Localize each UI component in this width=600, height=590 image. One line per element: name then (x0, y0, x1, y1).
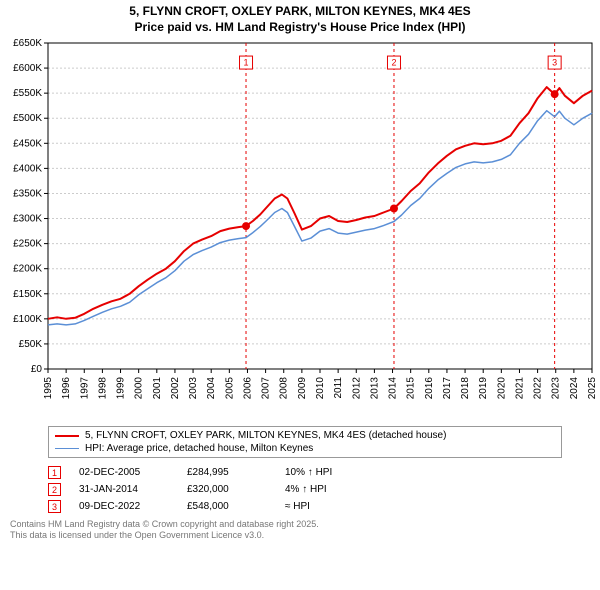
footer-line-1: Contains HM Land Registry data © Crown c… (10, 519, 562, 530)
sale-date: 09-DEC-2022 (79, 501, 169, 512)
chart-container: 5, FLYNN CROFT, OXLEY PARK, MILTON KEYNE… (0, 0, 600, 541)
svg-text:2012: 2012 (351, 377, 362, 400)
svg-text:£150K: £150K (13, 289, 42, 300)
svg-text:2002: 2002 (170, 377, 181, 400)
footer-line-2: This data is licensed under the Open Gov… (10, 530, 562, 541)
svg-text:1995: 1995 (43, 377, 54, 400)
sale-date: 31-JAN-2014 (79, 484, 169, 495)
svg-text:2023: 2023 (551, 377, 562, 400)
legend-swatch (55, 435, 79, 437)
sale-marker-badge: 1 (48, 466, 61, 479)
svg-text:2015: 2015 (406, 377, 417, 400)
svg-text:1999: 1999 (116, 377, 127, 400)
svg-text:2011: 2011 (333, 377, 344, 399)
svg-text:£100K: £100K (13, 314, 42, 325)
sale-marker-badge: 3 (48, 500, 61, 513)
svg-text:1997: 1997 (79, 377, 90, 400)
legend-label: HPI: Average price, detached house, Milt… (85, 443, 313, 454)
svg-text:2018: 2018 (460, 377, 471, 400)
sale-price: £548,000 (187, 501, 267, 512)
svg-text:2001: 2001 (152, 377, 163, 400)
sale-price: £320,000 (187, 484, 267, 495)
sale-price: £284,995 (187, 467, 267, 478)
svg-text:2: 2 (391, 58, 396, 68)
svg-text:2025: 2025 (587, 377, 598, 400)
svg-text:2000: 2000 (134, 377, 145, 400)
sales-table: 1 02-DEC-2005 £284,995 10% ↑ HPI 2 31-JAN-201… (48, 464, 562, 515)
sale-row: 3 09-DEC-2022 £548,000 ≈ HPI (48, 498, 562, 515)
chart-area: £0 £50K £100K £150K £200K £250K £300K £350K £400… (0, 37, 600, 422)
svg-text:2005: 2005 (224, 377, 235, 400)
svg-text:£0: £0 (31, 364, 43, 375)
svg-text:2009: 2009 (297, 377, 308, 400)
svg-text:£600K: £600K (13, 63, 42, 74)
svg-text:£200K: £200K (13, 264, 42, 275)
footer-attribution: Contains HM Land Registry data © Crown c… (10, 519, 562, 541)
sale-row: 1 02-DEC-2005 £284,995 10% ↑ HPI (48, 464, 562, 481)
svg-text:2004: 2004 (206, 377, 217, 400)
title-line-1: 5, FLYNN CROFT, OXLEY PARK, MILTON KEYNE… (8, 4, 592, 20)
svg-text:2003: 2003 (188, 377, 199, 400)
svg-text:2021: 2021 (514, 377, 525, 400)
svg-text:£450K: £450K (13, 138, 42, 149)
sale-marker-badge: 2 (48, 483, 61, 496)
svg-text:2010: 2010 (315, 377, 326, 400)
legend-label: 5, FLYNN CROFT, OXLEY PARK, MILTON KEYNE… (85, 430, 446, 441)
title-block: 5, FLYNN CROFT, OXLEY PARK, MILTON KEYNE… (0, 0, 600, 37)
legend: 5, FLYNN CROFT, OXLEY PARK, MILTON KEYNE… (48, 426, 562, 458)
svg-text:2019: 2019 (478, 377, 489, 400)
svg-text:2024: 2024 (569, 377, 580, 400)
svg-text:£350K: £350K (13, 189, 42, 200)
legend-row: 5, FLYNN CROFT, OXLEY PARK, MILTON KEYNE… (55, 429, 555, 442)
line-chart-svg: £0 £50K £100K £150K £200K £250K £300K £350K £400… (0, 37, 600, 417)
svg-text:£400K: £400K (13, 164, 42, 175)
legend-swatch (55, 448, 79, 449)
sale-diff: ≈ HPI (285, 501, 375, 512)
svg-text:1996: 1996 (61, 377, 72, 400)
sale-row: 2 31-JAN-2014 £320,000 4% ↑ HPI (48, 481, 562, 498)
svg-text:2013: 2013 (369, 377, 380, 400)
svg-text:1: 1 (244, 58, 249, 68)
svg-text:£650K: £650K (13, 38, 42, 49)
svg-text:£250K: £250K (13, 239, 42, 250)
sale-date: 02-DEC-2005 (79, 467, 169, 478)
svg-text:2016: 2016 (424, 377, 435, 400)
svg-text:2017: 2017 (442, 377, 453, 400)
title-line-2: Price paid vs. HM Land Registry's House … (8, 20, 592, 36)
svg-text:2022: 2022 (533, 377, 544, 400)
sale-diff: 4% ↑ HPI (285, 484, 375, 495)
sale-diff: 10% ↑ HPI (285, 467, 375, 478)
legend-row: HPI: Average price, detached house, Milt… (55, 442, 555, 455)
svg-text:3: 3 (552, 58, 557, 68)
svg-text:£300K: £300K (13, 214, 42, 225)
svg-text:2007: 2007 (261, 377, 272, 400)
svg-text:2020: 2020 (496, 377, 507, 400)
svg-text:£550K: £550K (13, 88, 42, 99)
svg-text:2014: 2014 (388, 377, 399, 400)
svg-text:2006: 2006 (242, 377, 253, 400)
svg-text:1998: 1998 (97, 377, 108, 400)
svg-text:2008: 2008 (279, 377, 290, 400)
svg-text:£50K: £50K (19, 339, 43, 350)
svg-text:£500K: £500K (13, 113, 42, 124)
